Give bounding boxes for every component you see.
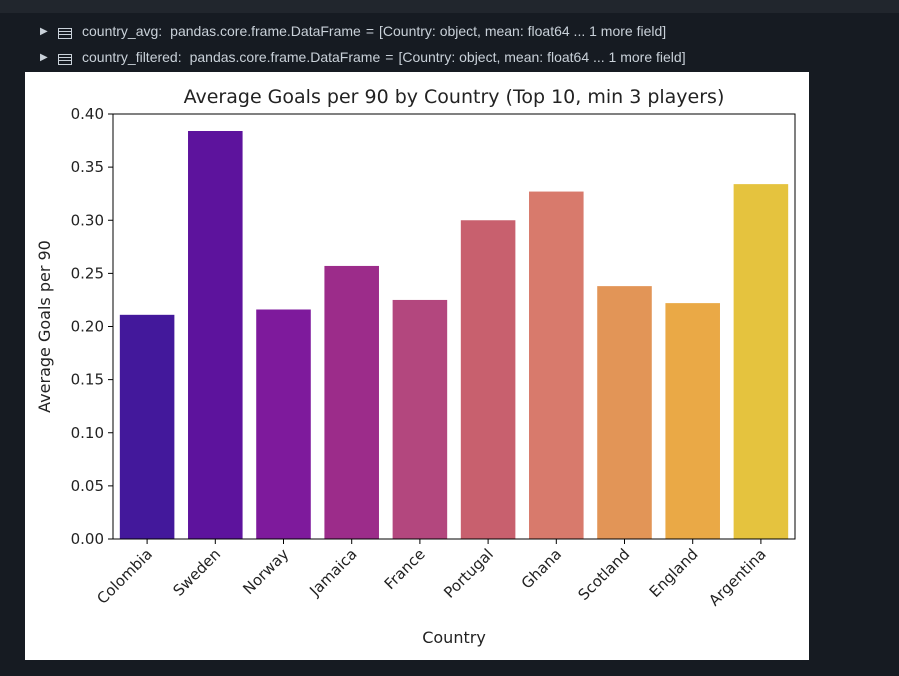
x-tick-label: France [381,545,429,593]
x-tick-label: England [646,545,702,601]
y-tick-label: 0.25 [71,264,104,282]
bar-scotland [597,286,652,539]
bar-jamaica [324,265,379,539]
equals-sign: = [385,49,394,65]
variable-type: pandas.core.frame.DataFrame [189,49,381,65]
chevron-right-icon[interactable]: ▶ [40,51,48,63]
variable-summary: [Country: object, mean: float64 ... 1 mo… [398,49,686,65]
y-tick-label: 0.05 [71,477,104,495]
variable-row-country-avg[interactable]: ▶ country_avg: pandas.core.frame.DataFra… [40,20,666,42]
x-tick-label: Portugal [440,545,497,602]
equals-sign: = [365,23,374,39]
y-axis-label: Average Goals per 90 [35,240,54,413]
y-tick-label: 0.10 [71,424,104,442]
variable-row-country-filtered[interactable]: ▶ country_filtered: pandas.core.frame.Da… [40,46,686,68]
y-tick-label: 0.00 [71,530,104,548]
x-axis-label: Country [422,628,486,647]
x-tick-label: Ghana [518,545,565,592]
variable-summary: [Country: object, mean: float64 ... 1 mo… [379,23,667,39]
bar-argentina [733,184,789,539]
x-tick-label: Norway [239,545,292,598]
left-gutter [0,13,26,676]
x-tick-label: Argentina [705,545,769,609]
chevron-right-icon[interactable]: ▶ [40,25,48,37]
x-tick-label: Colombia [93,545,156,608]
y-tick-label: 0.20 [71,318,104,336]
bar-chart: 0.00 0.05 0.10 0.15 0.20 0.25 0.30 0.35 0.40 Colo… [35,86,796,647]
x-tick-label: Sweden [169,545,224,600]
variable-name: country_avg: [82,23,163,39]
chart-output: 0.00 0.05 0.10 0.15 0.20 0.25 0.30 0.35 0.40 Colo… [25,72,809,660]
table-icon [58,52,72,65]
bar-colombia [119,314,175,539]
bar-france [392,299,448,539]
variable-name: country_filtered: [82,49,182,65]
x-tick-label: Scotland [574,545,633,604]
top-bar [0,0,899,13]
bar-norway [256,309,311,539]
y-tick-label: 0.15 [71,371,104,389]
bar-england [665,303,720,539]
y-tick-label: 0.30 [71,211,104,229]
y-tick-label: 0.35 [71,158,104,176]
bar-portugal [460,220,516,539]
y-tick-label: 0.40 [71,105,104,123]
chart-title: Average Goals per 90 by Country (Top 10,… [184,86,725,108]
x-tick-label: Jamaica [305,545,360,600]
bar-ghana [529,191,584,539]
bar-sweden [188,131,243,539]
table-icon [58,26,72,39]
variable-type: pandas.core.frame.DataFrame [170,23,361,39]
